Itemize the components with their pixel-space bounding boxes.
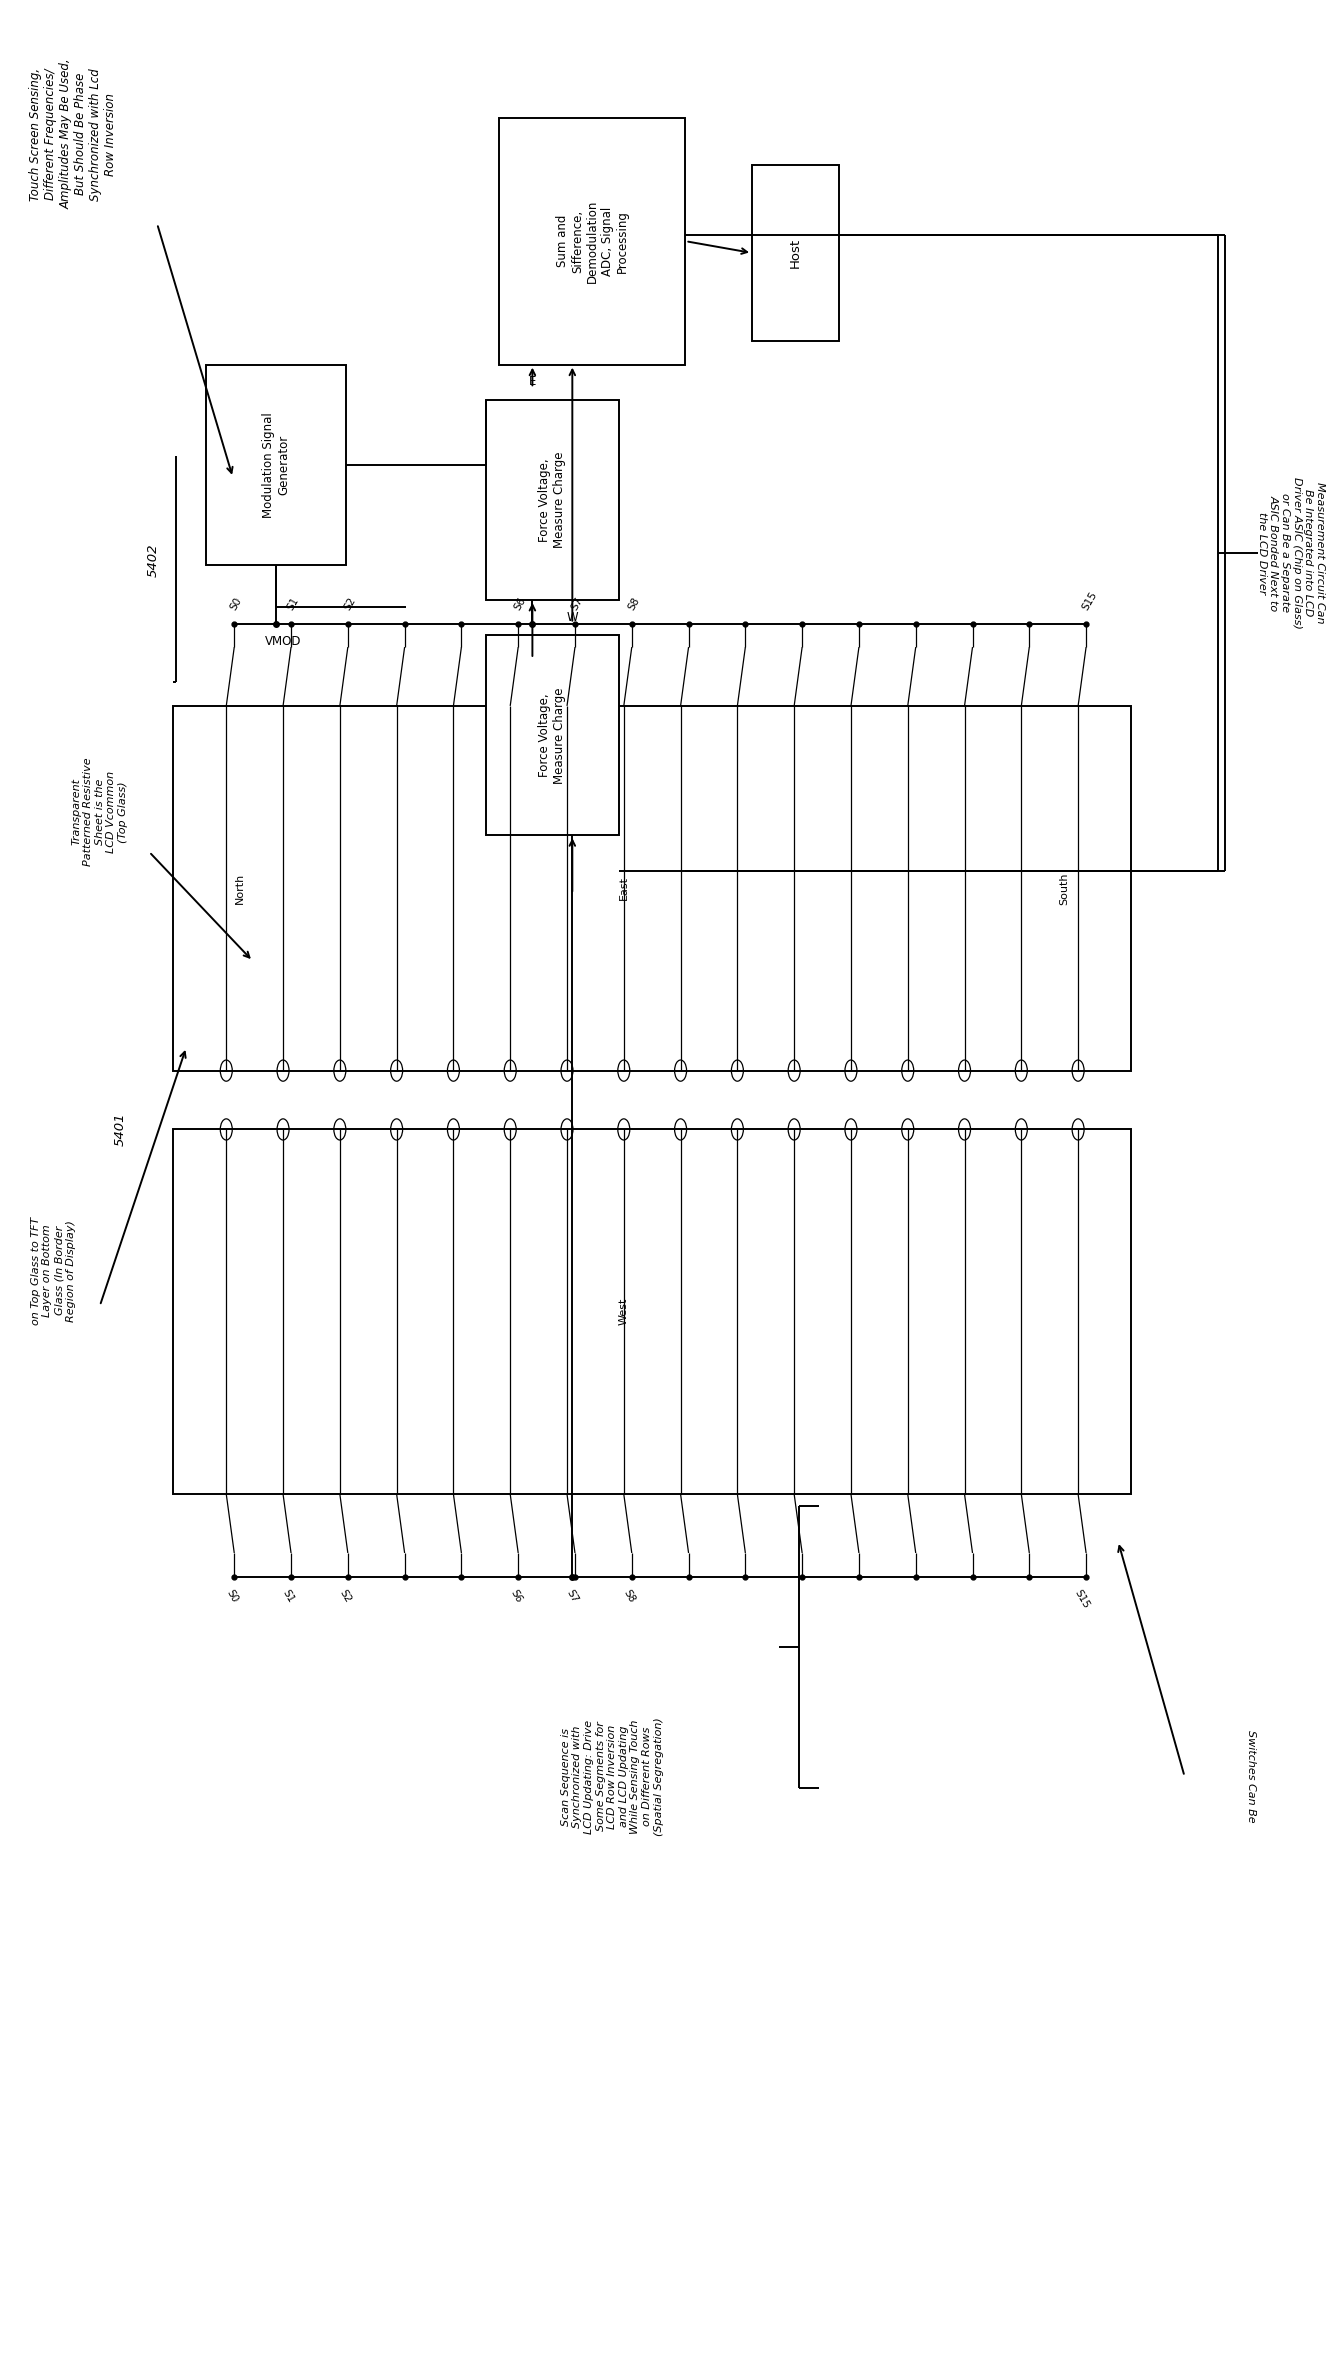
Text: S0: S0 bbox=[225, 1588, 240, 1605]
Text: Sum and
Sifference,
Demodulation
ADC, Signal
Processing: Sum and Sifference, Demodulation ADC, Si… bbox=[556, 200, 628, 282]
Text: Scan Sequence is
Synchronized with
LCD Updating: Drive
Some Segments for
LCD Row: Scan Sequence is Synchronized with LCD U… bbox=[560, 1718, 664, 1835]
Bar bbox=[499, 118, 685, 365]
Text: S1: S1 bbox=[281, 1588, 297, 1605]
Bar bbox=[486, 635, 619, 835]
Text: North: North bbox=[236, 873, 245, 904]
Text: Modulation Signal
Generator: Modulation Signal Generator bbox=[262, 412, 290, 518]
Text: S6: S6 bbox=[512, 595, 528, 612]
Text: Touch Screen Sensing,
Different Frequencies/
Amplitudes May Be Used,
But Should : Touch Screen Sensing, Different Frequenc… bbox=[29, 59, 117, 209]
Text: S0: S0 bbox=[229, 595, 244, 612]
Text: South: South bbox=[1059, 873, 1069, 904]
Text: S7: S7 bbox=[570, 595, 584, 612]
Text: S7: S7 bbox=[566, 1588, 580, 1605]
Bar bbox=[486, 400, 619, 600]
Text: E: E bbox=[528, 374, 536, 388]
Text: West: West bbox=[619, 1299, 628, 1325]
Text: on Top Glass to TFT
Layer on Bottom
Glass (In Border
Region of Display): on Top Glass to TFT Layer on Bottom Glas… bbox=[31, 1217, 76, 1325]
Text: 5402: 5402 bbox=[146, 544, 160, 576]
Text: 5401: 5401 bbox=[113, 1113, 126, 1146]
Bar bbox=[173, 706, 1131, 1071]
Text: S2: S2 bbox=[342, 595, 358, 612]
Text: Host: Host bbox=[789, 238, 801, 268]
Text: S15: S15 bbox=[1073, 1588, 1091, 1609]
Text: W: W bbox=[567, 609, 578, 624]
Text: Force Voltage,
Measure Charge: Force Voltage, Measure Charge bbox=[538, 452, 567, 548]
Text: Transparent
Patterned Resistive
Sheet is the
LCD Vcommon
(Top Glass): Transparent Patterned Resistive Sheet is… bbox=[72, 758, 128, 866]
Text: East: East bbox=[619, 875, 628, 901]
Text: S15: S15 bbox=[1081, 591, 1099, 612]
Text: S1: S1 bbox=[286, 595, 301, 612]
Text: Measurement Circuit Can
Be Integrated into LCD
Driver ASIC (Chip on Glass)
or Ca: Measurement Circuit Can Be Integrated in… bbox=[1256, 478, 1326, 628]
Text: S8: S8 bbox=[627, 595, 642, 612]
Text: S8: S8 bbox=[622, 1588, 638, 1605]
Text: S2: S2 bbox=[338, 1588, 353, 1605]
Bar bbox=[206, 365, 346, 565]
Text: Force Voltage,
Measure Charge: Force Voltage, Measure Charge bbox=[538, 687, 567, 784]
Text: Switches Can Be: Switches Can Be bbox=[1246, 1729, 1256, 1824]
Text: S6: S6 bbox=[508, 1588, 523, 1605]
Bar bbox=[752, 165, 839, 341]
Bar bbox=[173, 1129, 1131, 1494]
Text: VMOD: VMOD bbox=[265, 635, 301, 649]
